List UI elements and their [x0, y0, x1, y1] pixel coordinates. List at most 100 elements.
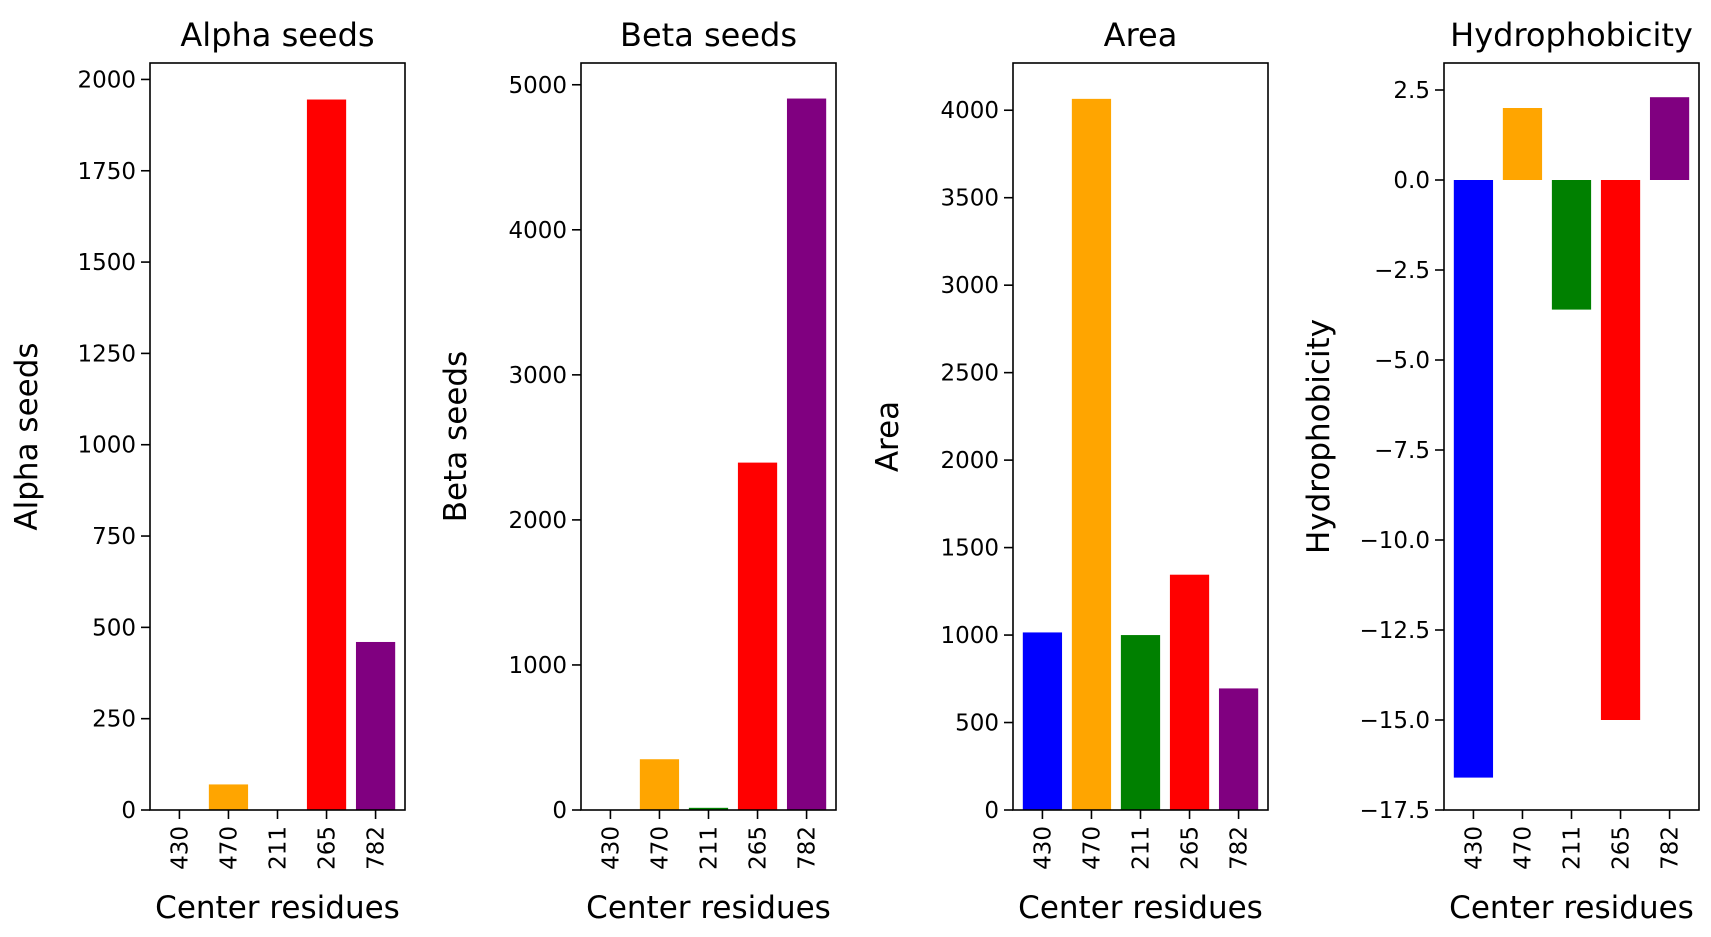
x-tick-label: 211	[697, 826, 723, 870]
chart-title: Hydrophobicity	[1450, 16, 1693, 54]
x-ticks: 430 470 211 265 782	[1030, 810, 1253, 870]
y-tick-label: 1000	[508, 653, 567, 679]
bar-430	[1022, 632, 1063, 810]
y-tick-label: 2000	[508, 508, 567, 534]
y-ticks: 0 250 500 750 1000 1250 1500 1750 2000	[77, 67, 150, 824]
bars	[1453, 97, 1690, 778]
y-tick-label: 0.0	[1393, 168, 1430, 194]
x-axis-label: Center residues	[155, 890, 400, 926]
bar-211	[1551, 180, 1592, 310]
x-tick-label: 782	[795, 826, 821, 870]
y-tick-label: 2000	[77, 67, 136, 93]
y-tick-label: 4000	[940, 98, 999, 124]
x-tick-label: 782	[364, 826, 390, 870]
x-ticks: 430 470 211 265 782	[598, 810, 821, 870]
x-ticks: 430 470 211 265 782	[167, 810, 390, 870]
x-tick-label: 470	[216, 826, 242, 870]
x-tick-label: 470	[1510, 826, 1536, 870]
y-ticks: 0 1000 2000 3000 4000 5000	[508, 73, 581, 824]
y-tick-label: −5.0	[1374, 348, 1430, 374]
y-tick-label: 0	[121, 798, 136, 824]
plot-frame	[1012, 62, 1269, 811]
y-tick-label: 3000	[940, 273, 999, 299]
bar-211	[1120, 635, 1161, 810]
bar-782	[1218, 688, 1259, 810]
y-tick-label: 1000	[77, 433, 136, 459]
plot-frame	[1443, 62, 1700, 811]
bar-470	[1502, 108, 1543, 180]
y-ticks: 0 500 1000 1500 2000 2500 3000 3500 4000	[940, 98, 1013, 824]
y-tick-label: 1000	[940, 623, 999, 649]
bars	[208, 99, 396, 810]
x-tick-label: 782	[1227, 826, 1253, 870]
y-tick-label: −15.0	[1360, 708, 1430, 734]
y-ticks: 2.5 0.0 −2.5 −5.0 −7.5 −10.0 −12.5 −15.0 −17.5	[1360, 78, 1444, 824]
y-tick-label: 1500	[940, 536, 999, 562]
bar-782	[1649, 97, 1690, 180]
x-tick-label: 470	[647, 826, 673, 870]
y-tick-label: 0	[552, 798, 567, 824]
x-tick-label: 211	[1129, 826, 1155, 870]
x-tick-label: 430	[598, 826, 624, 870]
x-ticks: 430 470 211 265 782	[1461, 810, 1684, 870]
y-tick-label: 500	[955, 711, 999, 737]
y-tick-label: −7.5	[1374, 438, 1430, 464]
bar-211	[688, 807, 729, 810]
bar-265	[1169, 574, 1210, 810]
y-axis-label: Alpha seeds	[9, 342, 45, 530]
x-tick-label: 430	[1461, 826, 1487, 870]
y-tick-label: −17.5	[1360, 798, 1430, 824]
chart-beta-seeds: Beta seeds Beta seeds Center residues 0 1…	[438, 16, 837, 926]
bars	[1022, 98, 1259, 811]
y-tick-label: −10.0	[1360, 528, 1430, 554]
chart-title: Beta seeds	[620, 16, 797, 54]
bar-470	[1071, 98, 1112, 811]
chart-title: Alpha seeds	[180, 16, 374, 54]
bar-265	[737, 462, 778, 810]
bar-430	[1453, 180, 1494, 778]
y-tick-label: 1750	[77, 159, 136, 185]
bar-265	[306, 99, 347, 810]
bars	[639, 98, 827, 811]
y-tick-label: 2500	[940, 361, 999, 387]
x-tick-label: 265	[315, 826, 341, 870]
chart-title: Area	[1104, 16, 1178, 54]
bar-265	[1600, 180, 1641, 720]
y-tick-label: 500	[92, 615, 136, 641]
x-tick-label: 430	[1030, 826, 1056, 870]
y-tick-label: −2.5	[1374, 258, 1430, 284]
y-tick-label: 2.5	[1393, 78, 1430, 104]
y-tick-label: 250	[92, 707, 136, 733]
x-tick-label: 430	[167, 826, 193, 870]
y-tick-label: 5000	[508, 73, 567, 99]
y-tick-label: 750	[92, 524, 136, 550]
plot-frame	[149, 62, 406, 811]
x-tick-label: 211	[266, 826, 292, 870]
bar-782	[355, 641, 396, 810]
y-axis-label: Area	[870, 401, 906, 472]
bar-470	[639, 759, 680, 810]
x-tick-label: 265	[746, 826, 772, 870]
y-tick-label: 1500	[77, 250, 136, 276]
x-axis-label: Center residues	[586, 890, 831, 926]
y-tick-label: 3000	[508, 363, 567, 389]
chart-alpha-seeds: Alpha seeds Alpha seeds Center residues …	[9, 16, 406, 926]
chart-hydrophobicity: Hydrophobicity Hydrophobicity Center res…	[1301, 16, 1700, 926]
x-tick-label: 265	[1609, 826, 1635, 870]
y-tick-label: −12.5	[1360, 618, 1430, 644]
y-axis-label: Beta seeds	[438, 351, 474, 522]
y-tick-label: 4000	[508, 218, 567, 244]
y-tick-label: 2000	[940, 448, 999, 474]
y-tick-label: 1250	[77, 341, 136, 367]
bar-470	[208, 784, 249, 810]
x-tick-label: 470	[1079, 826, 1105, 870]
x-tick-label: 782	[1658, 826, 1684, 870]
y-tick-label: 3500	[940, 186, 999, 212]
plot-frame	[580, 62, 837, 811]
y-tick-label: 0	[984, 798, 999, 824]
x-axis-label: Center residues	[1449, 890, 1694, 926]
bar-782	[786, 98, 827, 811]
x-tick-label: 211	[1560, 826, 1586, 870]
